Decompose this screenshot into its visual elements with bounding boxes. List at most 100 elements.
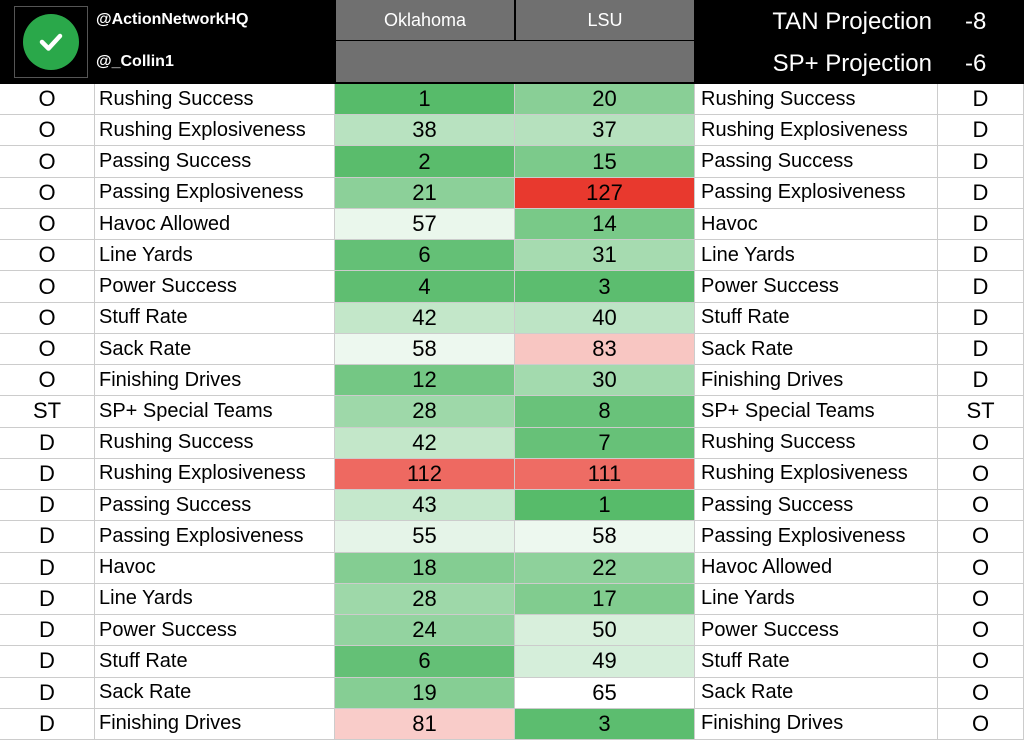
table-row: D Rushing Explosiveness 112 111 Rushing Expl… [0,458,1024,491]
oklahoma-rank-cell: 12 [335,365,515,397]
side-right-cell: D [938,146,1024,178]
team-header-oklahoma: Oklahoma [336,0,514,40]
team-header-lsu: LSU [516,0,694,40]
table-row: D Rushing Success 42 7 Rushing Success O [0,427,1024,459]
lsu-rank-cell: 58 [515,521,695,553]
stat-right-cell: Passing Success [695,146,938,178]
stat-right-cell: Rushing Success [695,84,938,116]
side-right-cell: D [938,302,1024,334]
lsu-rank-cell: 7 [515,427,695,459]
lsu-rank-cell: 30 [515,365,695,397]
stat-right-cell: Finishing Drives [695,708,938,740]
stat-right-cell: Havoc Allowed [695,552,938,584]
sp-projection-label: SP+ Projection [772,50,932,77]
table-row: D Sack Rate 19 65 Sack Rate O [0,677,1024,709]
lsu-rank-cell: 83 [515,333,695,366]
lsu-rank-cell: 17 [515,583,695,616]
side-right-cell: D [938,115,1024,147]
oklahoma-rank-cell: 28 [335,396,515,428]
side-left-cell: D [0,615,95,647]
side-right-cell: D [938,208,1024,241]
side-left-cell: O [0,177,95,209]
stat-left-cell: Havoc Allowed [95,208,335,241]
action-network-logo [14,6,88,78]
side-left-cell: D [0,583,95,616]
side-left-cell: D [0,521,95,553]
stat-left-cell: Power Success [95,271,335,303]
side-left-cell: D [0,427,95,459]
side-left-cell: D [0,458,95,491]
table-row: D Power Success 24 50 Power Success O [0,615,1024,647]
side-right-cell: O [938,427,1024,459]
side-left-cell: O [0,271,95,303]
table-row: O Rushing Success 1 20 Rushing Success D [0,84,1024,116]
oklahoma-rank-cell: 19 [335,677,515,709]
lsu-rank-cell: 37 [515,115,695,147]
team-header-subrow [336,41,694,82]
stat-right-cell: Line Yards [695,240,938,272]
side-left-cell: D [0,708,95,740]
table-row: O Line Yards 6 31 Line Yards D [0,240,1024,272]
stat-left-cell: Rushing Explosiveness [95,458,335,491]
table-row: D Line Yards 28 17 Line Yards O [0,583,1024,616]
table-row: O Sack Rate 58 83 Sack Rate D [0,333,1024,366]
table-row: D Havoc 18 22 Havoc Allowed O [0,552,1024,584]
lsu-rank-cell: 14 [515,208,695,241]
side-left-cell: O [0,115,95,147]
lsu-rank-cell: 50 [515,615,695,647]
handle-secondary: @_Collin1 [96,53,174,70]
side-right-cell: D [938,240,1024,272]
table-row: D Passing Explosiveness 55 58 Passing Explos… [0,521,1024,553]
side-left-cell: ST [0,396,95,428]
stat-left-cell: Power Success [95,615,335,647]
side-left-cell: O [0,302,95,334]
oklahoma-rank-cell: 55 [335,521,515,553]
lsu-rank-cell: 15 [515,146,695,178]
oklahoma-rank-cell: 58 [335,333,515,366]
tan-projection-value: -8 [965,8,987,35]
oklahoma-rank-cell: 38 [335,115,515,147]
side-right-cell: O [938,646,1024,678]
side-right-cell: O [938,521,1024,553]
side-right-cell: D [938,365,1024,397]
stat-right-cell: Power Success [695,615,938,647]
oklahoma-rank-cell: 57 [335,208,515,241]
side-left-cell: D [0,552,95,584]
stat-right-cell: Sack Rate [695,333,938,366]
stat-left-cell: Sack Rate [95,333,335,366]
oklahoma-rank-cell: 28 [335,583,515,616]
stat-left-cell: Stuff Rate [95,646,335,678]
stat-right-cell: Power Success [695,271,938,303]
stat-left-cell: Passing Explosiveness [95,177,335,209]
oklahoma-rank-cell: 6 [335,240,515,272]
stat-right-cell: Rushing Explosiveness [695,115,938,147]
stat-right-cell: Stuff Rate [695,646,938,678]
oklahoma-rank-cell: 42 [335,302,515,334]
side-left-cell: D [0,646,95,678]
stat-left-cell: Sack Rate [95,677,335,709]
side-right-cell: O [938,458,1024,491]
stat-left-cell: Havoc [95,552,335,584]
stat-right-cell: Havoc [695,208,938,241]
side-right-cell: D [938,271,1024,303]
side-left-cell: O [0,146,95,178]
lsu-rank-cell: 31 [515,240,695,272]
table-row: O Stuff Rate 42 40 Stuff Rate D [0,302,1024,334]
table-row: ST SP+ Special Teams 28 8 SP+ Special Teams S… [0,396,1024,428]
side-left-cell: D [0,490,95,522]
stat-right-cell: Rushing Explosiveness [695,458,938,491]
stat-right-cell: Passing Success [695,490,938,522]
stat-left-cell: Passing Success [95,490,335,522]
stat-left-cell: Line Yards [95,240,335,272]
oklahoma-rank-cell: 43 [335,490,515,522]
stat-left-cell: Passing Success [95,146,335,178]
stat-left-cell: Passing Explosiveness [95,521,335,553]
side-right-cell: O [938,615,1024,647]
lsu-rank-cell: 127 [515,177,695,209]
side-right-cell: O [938,677,1024,709]
side-left-cell: O [0,208,95,241]
sp-projection-value: -6 [965,50,987,77]
oklahoma-rank-cell: 2 [335,146,515,178]
stat-right-cell: Passing Explosiveness [695,521,938,553]
